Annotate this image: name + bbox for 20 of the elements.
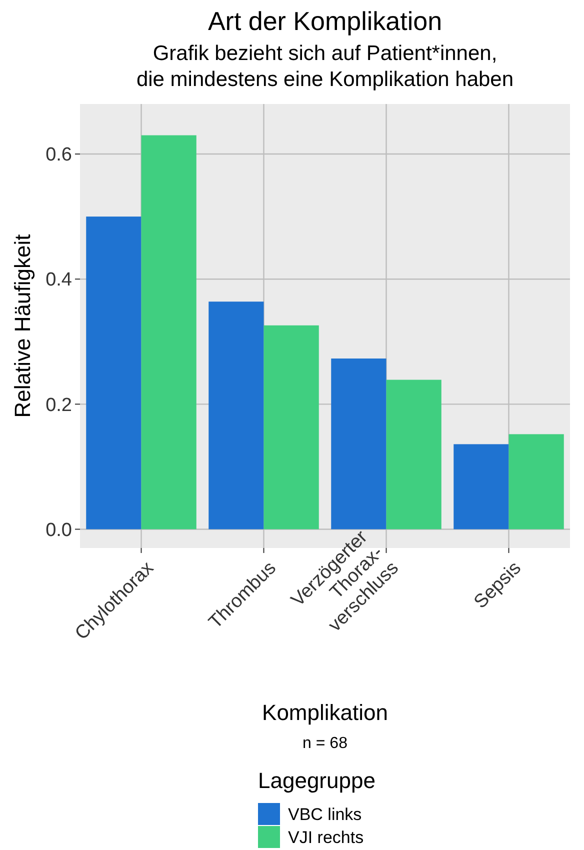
legend-title: Lagegruppe xyxy=(258,768,376,793)
y-axis-title: Relative Häufigkeit xyxy=(10,234,35,418)
bar xyxy=(386,380,442,530)
y-tick-label: 0.2 xyxy=(46,394,72,416)
bar xyxy=(331,358,386,530)
bar xyxy=(508,434,564,530)
bar xyxy=(86,216,142,530)
y-tick-label: 0.0 xyxy=(46,520,72,541)
text: n = 68 xyxy=(302,735,348,752)
x-axis-title: Komplikation xyxy=(262,700,388,725)
y-tick-label: 0.6 xyxy=(46,144,72,166)
bar xyxy=(264,325,319,530)
y-tick-label: 0.4 xyxy=(46,270,72,291)
chart-subtitle: Grafik bezieht sich auf Patient*innen, die mindestens eine Komplikation haben xyxy=(136,42,514,91)
legend-label: VBC links xyxy=(288,804,362,824)
bar xyxy=(141,135,196,530)
legend-label: VJI rechts xyxy=(288,828,364,847)
bar xyxy=(208,302,264,530)
chart-title: Art der Komplikation xyxy=(208,6,442,36)
bar xyxy=(454,444,509,530)
